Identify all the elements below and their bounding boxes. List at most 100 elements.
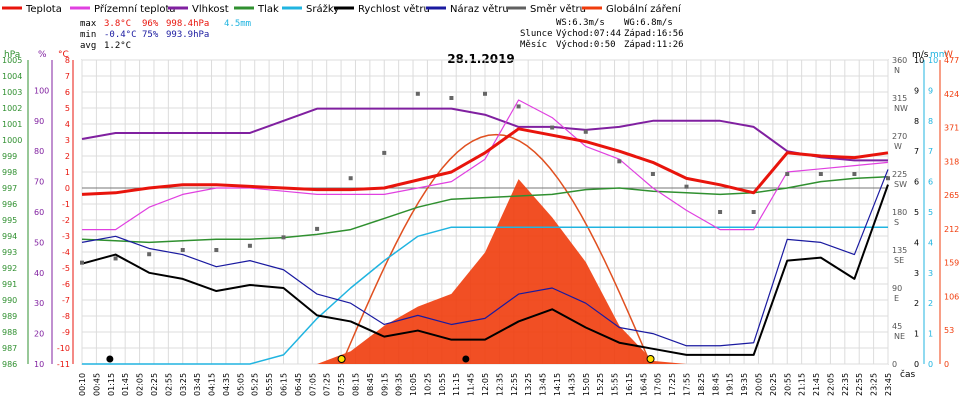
solar-theoretical-curve (340, 133, 652, 365)
time-tick: 22:35 (841, 373, 850, 396)
time-tick: 02:05 (136, 373, 145, 396)
time-tick: 20:25 (769, 373, 778, 396)
sun-marker (337, 355, 346, 363)
wind-direction-point (684, 184, 689, 189)
info-moon-set: Západ:11:26 (624, 40, 684, 50)
series-sr-ky (82, 226, 888, 365)
mm-tick: 5 (928, 208, 933, 217)
wind-direction-point (214, 248, 219, 252)
pct-tick: 90 (34, 117, 44, 126)
temp-tick: 7 (65, 72, 70, 81)
ms-tick: 4 (914, 238, 919, 247)
wind-direction-point (247, 243, 252, 248)
time-tick: 05:05 (236, 373, 245, 396)
dir-name-tick: E (894, 294, 899, 303)
time-tick: 08:45 (366, 373, 375, 396)
w-tick: 106 (944, 292, 959, 301)
axis-headings: hPa % °C m/s mm W čas (4, 50, 953, 380)
legend-naraz-vetru: Náraz větru (450, 3, 509, 15)
hpa-tick: 1005 (2, 56, 22, 65)
pct-tick: 100 (34, 86, 49, 95)
mm-tick: 1 (928, 330, 933, 339)
hpa-tick: 996 (2, 200, 17, 209)
axis-hpa-label: hPa (4, 50, 20, 60)
time-tick: 21:45 (812, 373, 821, 396)
time-tick: 04:35 (222, 373, 231, 396)
stat-max-temp: 3.8°C (104, 19, 131, 29)
hpa-tick: 986 (2, 360, 17, 369)
hpa-tick: 992 (2, 264, 17, 273)
temp-tick: -11 (57, 360, 70, 369)
info-sun-rise: Východ:07:44 (556, 29, 621, 39)
pct-tick: 80 (34, 147, 44, 156)
time-tick: 09:15 (380, 373, 389, 396)
wind-direction-point (415, 91, 420, 96)
time-tick: 17:55 (683, 373, 692, 396)
time-tick: 17:25 (668, 373, 677, 396)
time-tick: 22:05 (826, 373, 835, 396)
stat-min-temp: -0.4°C (104, 30, 137, 40)
wind-direction-point (315, 226, 320, 231)
stat-max-label: max (80, 19, 97, 29)
axis-pct-label: % (38, 50, 47, 60)
w-tick: 424 (944, 90, 959, 99)
axis-mm-label: mm (930, 50, 948, 60)
ms-tick: 5 (914, 208, 919, 217)
temp-tick: -3 (62, 232, 70, 241)
axis-w-label: W (944, 50, 953, 60)
pct-tick: 10 (34, 360, 44, 369)
wind-direction-point (449, 96, 454, 100)
time-tick: 01:45 (121, 373, 130, 396)
time-tick: 19:15 (726, 373, 735, 396)
stat-min-hum: 75% (142, 30, 159, 40)
stat-max-hum: 96% (142, 19, 159, 29)
series-globalni-zareni (82, 179, 888, 364)
ms-tick: 1 (914, 330, 919, 339)
right-axes: 360N315NW270W225SW180S135SE90E45NE010987… (892, 56, 959, 369)
wind-direction-point (886, 176, 890, 181)
mm-tick: 9 (928, 86, 933, 95)
ms-tick: 3 (914, 269, 919, 278)
plot-area (80, 91, 890, 365)
temp-tick: 3 (65, 136, 70, 145)
hpa-tick: 989 (2, 312, 17, 321)
time-tick: 11:15 (452, 373, 461, 396)
time-tick: 00:10 (78, 373, 87, 396)
hpa-tick: 995 (2, 216, 17, 225)
time-tick: 16:15 (625, 373, 634, 396)
time-tick: 14:15 (553, 373, 562, 396)
dir-name-tick: NE (894, 332, 905, 341)
info-moon-rise: Východ:0:50 (556, 40, 616, 50)
legend-srazky: Srážky (306, 3, 339, 15)
time-tick: 10:25 (423, 373, 432, 396)
info-sun-set: Západ:16:56 (624, 29, 684, 39)
dir-tick: 45 (892, 322, 902, 331)
dir-name-tick: S (894, 218, 899, 227)
time-tick: 21:15 (798, 373, 807, 396)
series-n-raz-v-tru (81, 169, 889, 347)
time-tick: 07:55 (337, 373, 346, 396)
temp-tick: 6 (65, 88, 70, 97)
time-tick: 20:55 (783, 373, 792, 396)
legend-prizemni-teplota: Přízemní teplota (94, 3, 176, 15)
w-tick: 477 (944, 56, 959, 65)
hpa-tick: 990 (2, 296, 17, 305)
stat-min-label: min (80, 30, 96, 40)
mm-tick: 7 (928, 147, 933, 156)
stat-max-rain: 4.5mm (224, 19, 251, 29)
wind-direction-point (650, 172, 655, 176)
pct-tick: 70 (34, 178, 44, 187)
grid (81, 59, 889, 365)
time-tick: 11:45 (467, 373, 476, 396)
chart-title: 28.1.2019 (447, 52, 515, 66)
hpa-tick: 997 (2, 184, 17, 193)
axis-time-label: čas (900, 369, 915, 380)
mm-tick: 3 (928, 269, 933, 278)
pct-tick: 50 (34, 238, 44, 247)
series-teplota (81, 127, 889, 196)
series-vlhkost (81, 107, 888, 162)
time-tick: 07:05 (308, 373, 317, 396)
time-tick: 01:15 (107, 373, 116, 396)
hpa-tick: 1001 (2, 120, 22, 129)
temp-tick: 8 (65, 56, 70, 65)
